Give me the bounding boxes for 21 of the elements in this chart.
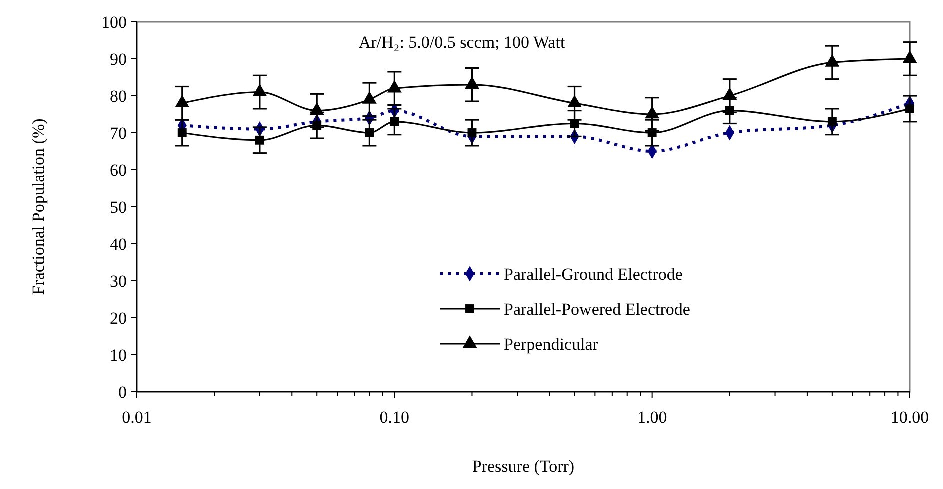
legend-label: Parallel-Powered Electrode xyxy=(504,300,690,319)
x-tick-label: 0.01 xyxy=(122,408,152,427)
y-tick-label: 100 xyxy=(102,13,127,32)
y-tick-label: 50 xyxy=(110,198,127,217)
y-tick-label: 0 xyxy=(118,383,127,402)
x-axis-title: Pressure (Torr) xyxy=(472,457,575,476)
y-tick-label: 30 xyxy=(110,272,127,291)
y-tick-label: 80 xyxy=(110,87,127,106)
y-tick-label: 70 xyxy=(110,124,127,143)
legend-label: Parallel-Ground Electrode xyxy=(504,265,683,284)
y-tick-label: 90 xyxy=(110,50,127,69)
y-tick-label: 10 xyxy=(110,346,127,365)
x-tick-label: 1.00 xyxy=(637,408,668,427)
y-tick-label: 20 xyxy=(110,309,127,328)
y-tick-label: 60 xyxy=(110,161,127,180)
legend-label: Perpendicular xyxy=(504,335,599,354)
x-tick-label: 10.00 xyxy=(890,408,930,427)
annotation: Ar/H₂: 5.0/0.5 sccm; 100 Watt xyxy=(358,33,566,52)
y-tick-label: 40 xyxy=(110,235,127,254)
x-tick-label: 0.10 xyxy=(380,408,410,427)
y-axis-title: Fractional Population (%) xyxy=(29,118,48,296)
